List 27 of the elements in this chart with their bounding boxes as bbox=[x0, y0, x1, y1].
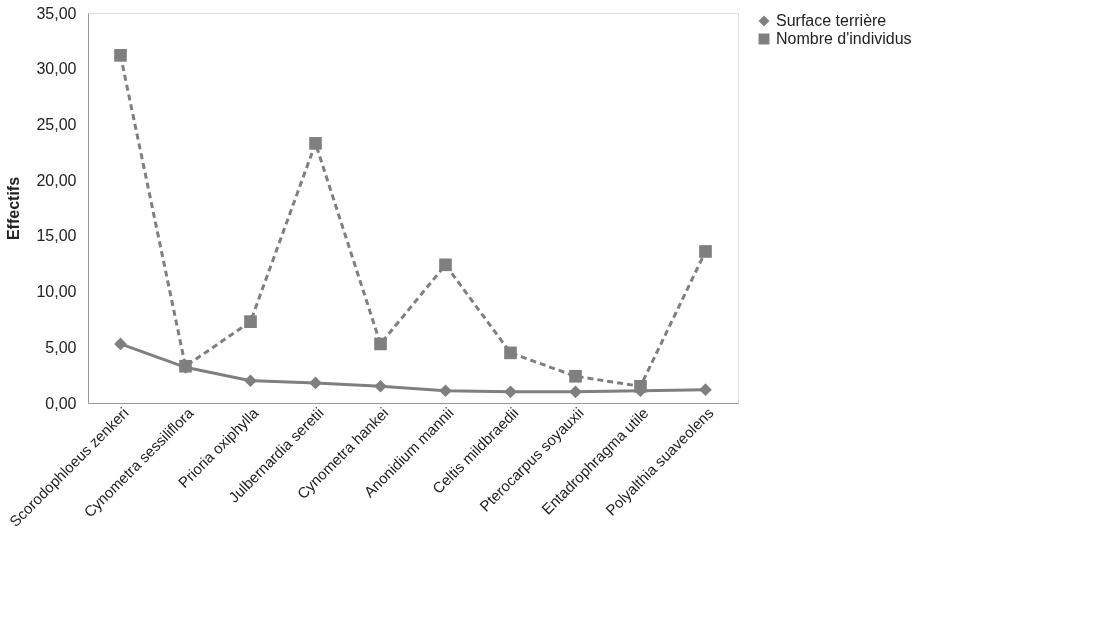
point bbox=[569, 385, 582, 399]
point bbox=[504, 385, 517, 399]
point bbox=[114, 337, 127, 351]
y-tick-label: 15,00 bbox=[36, 227, 77, 245]
point bbox=[699, 383, 712, 396]
y-tick-label: 10,00 bbox=[36, 283, 77, 301]
point bbox=[244, 315, 257, 328]
point bbox=[309, 376, 322, 390]
point bbox=[374, 379, 387, 393]
point bbox=[439, 384, 452, 398]
y-tick-label: 20,00 bbox=[36, 171, 77, 189]
point bbox=[699, 245, 712, 258]
point bbox=[244, 374, 257, 388]
y-tick-label: 5,00 bbox=[45, 338, 77, 356]
legend-label: Surface terrière bbox=[776, 12, 887, 29]
point bbox=[309, 137, 322, 150]
point bbox=[374, 337, 387, 351]
legend-label: Nombre d'individus bbox=[776, 30, 912, 47]
y-tick-label: 35,00 bbox=[36, 4, 77, 22]
point bbox=[504, 346, 517, 360]
y-tick-label: 25,00 bbox=[36, 115, 77, 133]
y-axis-title: Effectifs bbox=[5, 176, 23, 241]
y-tick-label: 30,00 bbox=[36, 60, 77, 78]
point bbox=[114, 49, 127, 62]
point bbox=[439, 258, 452, 272]
point bbox=[569, 369, 582, 383]
y-tick-label: 0,00 bbox=[45, 394, 77, 412]
